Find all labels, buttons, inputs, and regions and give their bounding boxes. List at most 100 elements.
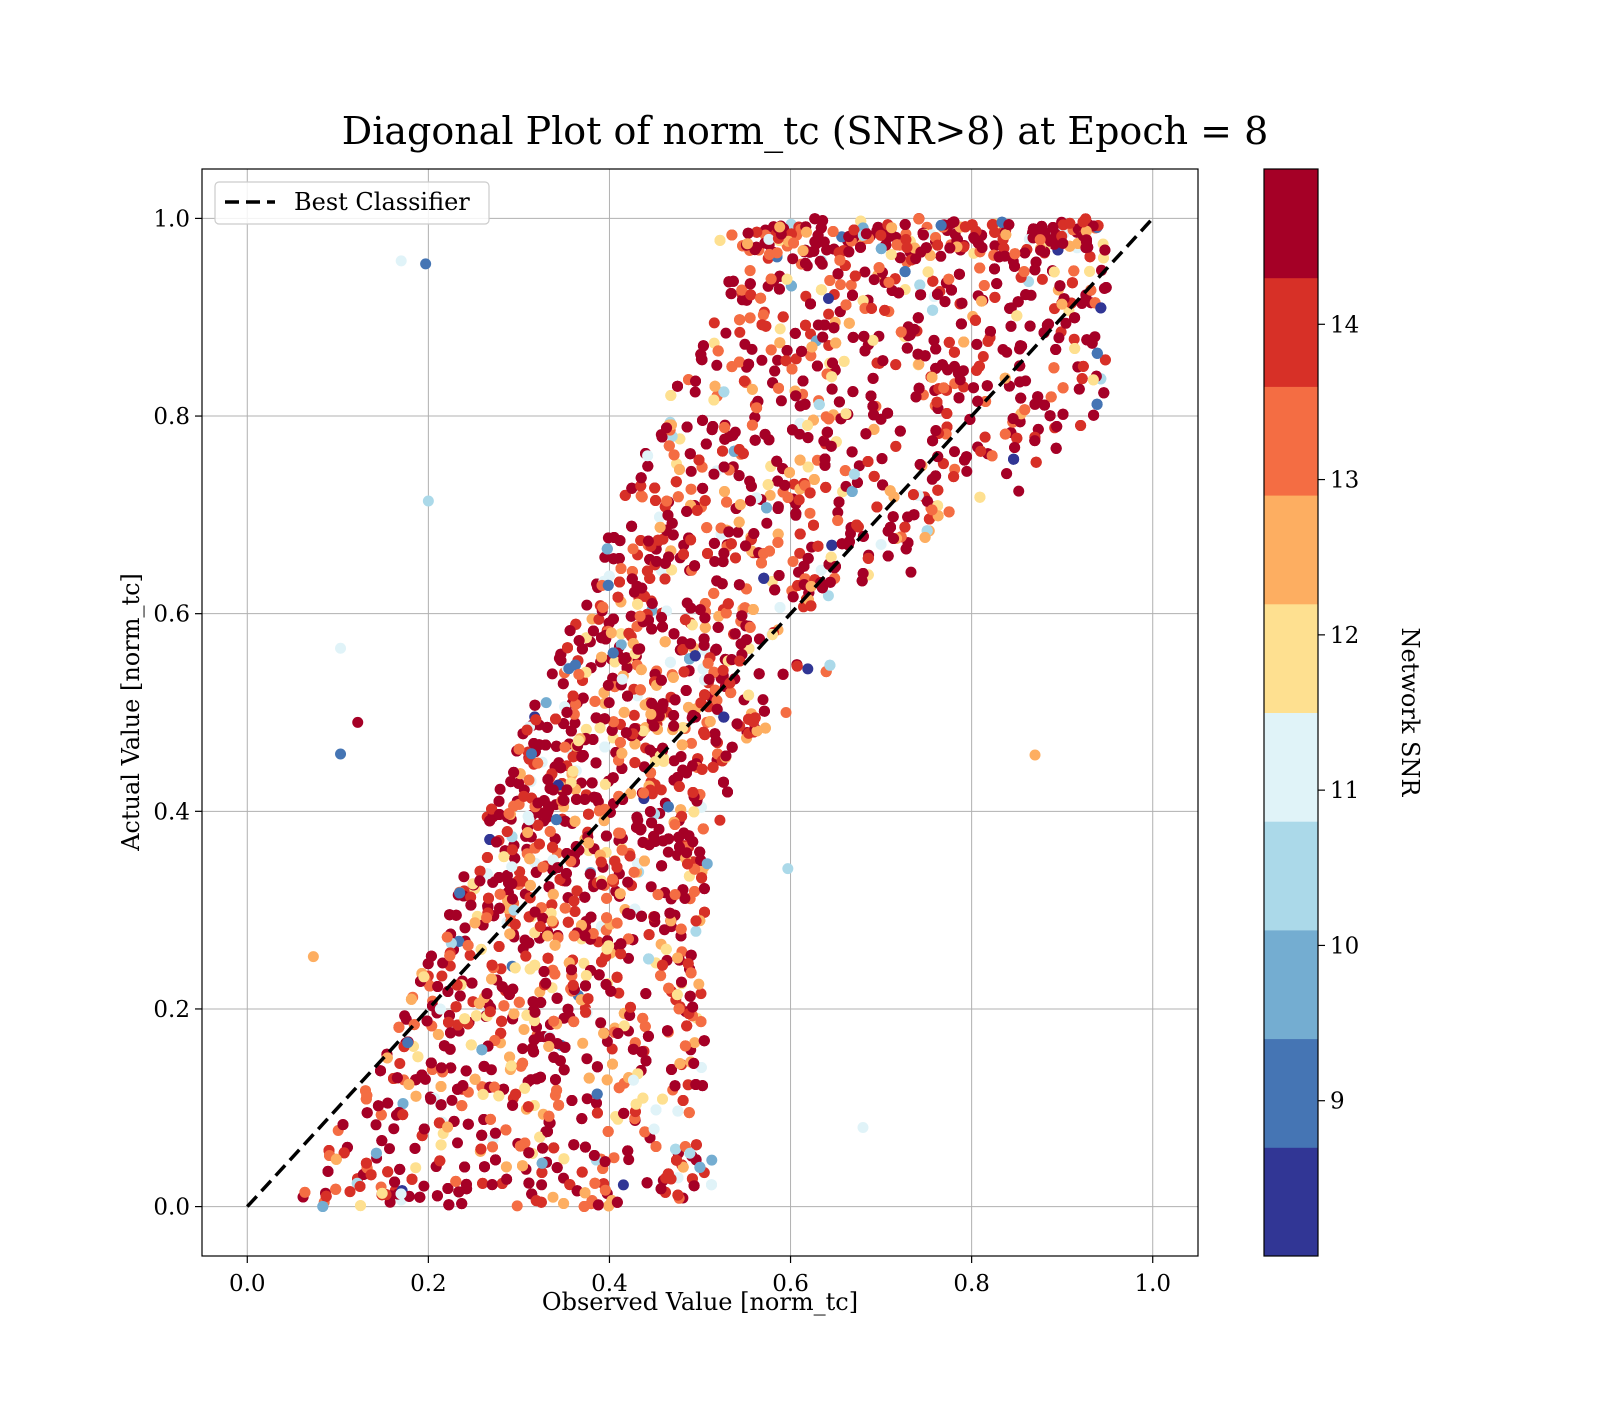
scatter-point <box>684 1148 695 1159</box>
scatter-point <box>542 722 553 733</box>
scatter-point <box>393 1022 404 1033</box>
scatter-point <box>665 390 676 401</box>
scatter-point <box>653 535 664 546</box>
scatter-point <box>632 581 643 592</box>
scatter-point <box>655 970 666 981</box>
scatter-point <box>778 311 789 322</box>
scatter-point <box>614 577 625 588</box>
scatter-point <box>696 988 707 999</box>
scatter-point <box>806 342 817 353</box>
scatter-point <box>813 541 824 552</box>
scatter-point <box>619 707 630 718</box>
scatter-point <box>900 219 911 230</box>
scatter-point <box>299 1187 310 1198</box>
scatter-point <box>1011 433 1022 444</box>
scatter-point <box>583 809 594 820</box>
scatter-point <box>723 598 734 609</box>
scatter-point <box>589 1178 600 1189</box>
scatter-point <box>550 940 561 951</box>
scatter-point <box>625 909 636 920</box>
scatter-point <box>487 1141 498 1152</box>
scatter-point <box>629 867 640 878</box>
scatter-point <box>681 685 692 696</box>
scatter-point <box>549 969 560 980</box>
scatter-point <box>1092 348 1103 359</box>
scatter-point <box>979 280 990 291</box>
scatter-point <box>436 971 447 982</box>
scatter-point <box>512 1200 523 1211</box>
scatter-point <box>958 337 969 348</box>
scatter-point <box>1098 387 1109 398</box>
scatter-point <box>1020 289 1031 300</box>
scatter-point <box>482 988 493 999</box>
scatter-point <box>614 1082 625 1093</box>
scatter-point <box>539 966 550 977</box>
scatter-point <box>666 1173 677 1184</box>
scatter-point <box>1037 274 1048 285</box>
scatter-point <box>750 435 761 446</box>
scatter-point <box>560 903 571 914</box>
scatter-point <box>629 710 640 721</box>
scatter-point <box>436 1081 447 1092</box>
scatter-point <box>548 889 559 900</box>
scatter-point <box>637 491 648 502</box>
scatter-point <box>989 263 1000 274</box>
scatter-point <box>701 439 712 450</box>
scatter-point <box>581 1053 592 1064</box>
scatter-point <box>605 986 616 997</box>
scatter-point <box>686 466 697 477</box>
scatter-point <box>949 216 960 227</box>
scatter-point <box>739 339 750 350</box>
scatter-point <box>848 332 859 343</box>
scatter-point <box>642 1177 653 1188</box>
chart-title: Diagonal Plot of norm_tc (SNR>8) at Epoc… <box>342 109 1269 154</box>
scatter-point <box>550 714 561 725</box>
scatter-point <box>827 358 838 369</box>
scatter-point <box>761 502 772 513</box>
scatter-point <box>498 851 509 862</box>
scatter-point <box>586 912 597 923</box>
scatter-point <box>869 274 880 285</box>
scatter-point <box>636 911 647 922</box>
scatter-point <box>487 960 498 971</box>
scatter-point <box>989 292 1000 303</box>
scatter-point <box>790 508 801 519</box>
scatter-point <box>1069 343 1080 354</box>
scatter-point <box>649 483 660 494</box>
scatter-point <box>1048 222 1059 233</box>
scatter-point <box>1101 282 1112 293</box>
scatter-point <box>543 1041 554 1052</box>
scatter-point <box>553 1100 564 1111</box>
scatter-point <box>798 376 809 387</box>
scatter-point <box>701 522 712 533</box>
scatter-point <box>465 900 476 911</box>
scatter-point <box>890 441 901 452</box>
scatter-point <box>930 344 941 355</box>
scatter-point <box>590 696 601 707</box>
scatter-point <box>802 420 813 431</box>
scatter-point <box>680 614 691 625</box>
scatter-point <box>558 795 569 806</box>
scatter-point <box>669 819 680 830</box>
scatter-point <box>510 962 521 973</box>
scatter-point <box>800 320 811 331</box>
scatter-point <box>932 289 943 300</box>
scatter-point <box>648 831 659 842</box>
scatter-point <box>613 592 624 603</box>
scatter-point <box>1009 261 1020 272</box>
scatter-point <box>773 383 784 394</box>
scatter-point <box>519 1083 530 1094</box>
scatter-point <box>560 1042 571 1053</box>
scatter-point <box>602 543 613 554</box>
scatter-point <box>672 1190 683 1201</box>
scatter-point <box>694 847 705 858</box>
scatter-point <box>1019 266 1030 277</box>
scatter-point <box>834 255 845 266</box>
scatter-point <box>523 1178 534 1189</box>
scatter-point <box>519 1024 530 1035</box>
scatter-point <box>717 446 728 457</box>
scatter-point <box>482 852 493 863</box>
scatter-point <box>672 1106 683 1117</box>
scatter-point <box>680 1040 691 1051</box>
scatter-point <box>758 309 769 320</box>
